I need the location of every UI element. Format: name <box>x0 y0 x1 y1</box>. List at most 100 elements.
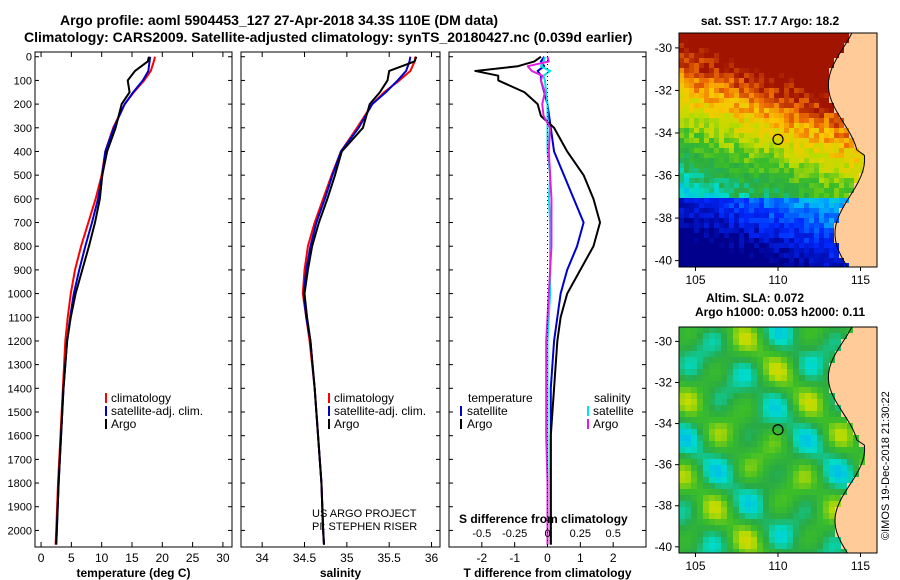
sla_map-cell <box>757 531 763 537</box>
sst_map-cell <box>774 53 779 58</box>
sla_map-cell <box>751 489 757 495</box>
sla_map-cell <box>811 339 817 345</box>
sla_map-xtick-label: 110 <box>768 559 787 573</box>
sst_map-cell <box>859 83 864 88</box>
sla_map-cell <box>763 429 769 435</box>
sla_map-cell <box>721 435 727 441</box>
sst_map-cell <box>729 203 734 208</box>
sla_map-cell <box>727 393 733 399</box>
sla_map-cell <box>829 345 835 351</box>
sla_map-cell <box>745 519 751 525</box>
sst_map-cell <box>784 183 789 188</box>
sst_map-cell <box>739 218 744 223</box>
sla_map-cell <box>859 549 865 553</box>
sst_map-cell <box>819 88 824 93</box>
sst_map-cell <box>844 78 849 83</box>
sla_map-cell <box>709 351 715 357</box>
sla_map-cell <box>859 339 865 345</box>
sla_map-cell <box>763 495 769 501</box>
sst_map-cell <box>724 208 729 213</box>
sla_map-cell <box>853 489 859 495</box>
sst_map-cell <box>774 68 779 73</box>
sst_map-cell <box>789 173 794 178</box>
sst_map-cell <box>809 228 814 233</box>
sst_map-cell <box>729 48 734 53</box>
sst_map-cell <box>774 118 779 123</box>
sla_map-cell <box>841 345 847 351</box>
sst_map-cell <box>709 128 714 133</box>
sst_map-cell <box>724 233 729 238</box>
sla_map-cell <box>811 357 817 363</box>
sst_map-cell <box>804 158 809 163</box>
sst_map-cell <box>849 53 854 58</box>
sst_map-cell <box>859 253 864 258</box>
sla_map-cell <box>811 333 817 339</box>
sla_map-cell <box>745 339 751 345</box>
sla_map-cell <box>787 381 793 387</box>
sla_map-cell <box>721 381 727 387</box>
sst_map-cell <box>719 208 724 213</box>
sst_map-cell <box>769 78 774 83</box>
sst_map-cell <box>694 213 699 218</box>
sla_map-cell <box>733 339 739 345</box>
sla_map-cell <box>793 435 799 441</box>
sst_map-cell <box>759 238 764 243</box>
sst_map-cell <box>689 138 694 143</box>
sla_map-cell <box>811 537 817 543</box>
sst_map-cell <box>779 108 784 113</box>
sst_map-cell <box>874 78 877 83</box>
sst_map-cell <box>834 78 839 83</box>
sla_map-cell <box>823 441 829 447</box>
sla_map-ytick-label: -30 <box>655 334 673 348</box>
sst_map-cell <box>784 163 789 168</box>
sst_map-cell <box>694 258 699 263</box>
sst_map-cell <box>699 178 704 183</box>
sst_map-cell <box>789 158 794 163</box>
sla_map-cell <box>757 363 763 369</box>
sst_map-cell <box>689 78 694 83</box>
sla_map-cell <box>757 405 763 411</box>
sst_map-cell <box>709 78 714 83</box>
sst_map-cell <box>749 233 754 238</box>
sla_map-cell <box>757 501 763 507</box>
sst_map-cell <box>734 248 739 253</box>
sst_map-cell <box>774 208 779 213</box>
difference-legend-title-temperature: temperature <box>468 391 533 405</box>
sla_map-cell <box>763 423 769 429</box>
sla_map-cell <box>787 345 793 351</box>
sst_map-cell <box>764 113 769 118</box>
sst_map-cell <box>759 228 764 233</box>
sst_map-cell <box>834 208 839 213</box>
sst_map-cell <box>714 193 719 198</box>
sst_map-cell <box>774 98 779 103</box>
sla_map-cell <box>703 549 709 553</box>
sla_map-cell <box>781 417 787 423</box>
sla_map-cell <box>685 537 691 543</box>
sst_map-cell <box>819 193 824 198</box>
sla_map-cell <box>817 339 823 345</box>
sla_map-cell <box>769 333 775 339</box>
sst_map-cell <box>719 38 724 43</box>
sla_map-cell <box>871 465 877 471</box>
sla_map-cell <box>691 381 697 387</box>
sst_map-cell <box>694 188 699 193</box>
sst_map-cell <box>734 88 739 93</box>
sla_map-cell <box>847 465 853 471</box>
temperature-xtick-label: 20 <box>156 551 170 565</box>
sst_map-cell <box>874 153 877 158</box>
sst_map-cell <box>704 188 709 193</box>
sst_map-cell <box>784 218 789 223</box>
sla_map-cell <box>841 447 847 453</box>
sst_map-cell <box>779 263 784 267</box>
sla_map-cell <box>751 507 757 513</box>
sst_map-cell <box>794 263 799 267</box>
sst_map-cell <box>849 138 854 143</box>
sst_map-cell <box>849 113 854 118</box>
sst_map-cell <box>739 188 744 193</box>
sst_map-cell <box>869 38 874 43</box>
sst_map-cell <box>874 218 877 223</box>
sst_map-cell <box>764 58 769 63</box>
sst_map-cell <box>824 213 829 218</box>
sst_map-cell <box>744 173 749 178</box>
